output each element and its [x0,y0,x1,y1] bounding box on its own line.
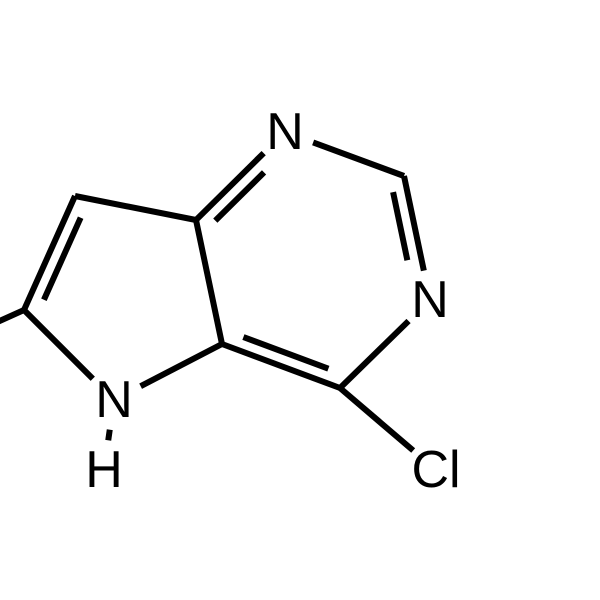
atom-label-n1: N [266,103,304,161]
atom-label-h5: H [85,441,123,499]
atom-label-n5: N [95,371,133,429]
atom-label-cl: Cl [411,441,460,499]
molecule-diagram: N N N Cl H [0,0,600,600]
atom-label-n3: N [411,271,449,329]
